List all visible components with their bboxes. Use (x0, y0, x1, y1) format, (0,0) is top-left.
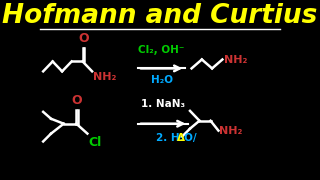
Text: NH₂: NH₂ (93, 72, 116, 82)
Text: 1. NaN₃: 1. NaN₃ (141, 99, 185, 109)
Text: Δ: Δ (177, 133, 185, 143)
Text: Cl₂, OH⁻: Cl₂, OH⁻ (138, 45, 185, 55)
Text: Cl: Cl (88, 136, 101, 148)
Text: 2. H₂O/: 2. H₂O/ (156, 133, 197, 143)
Text: O: O (78, 32, 89, 45)
Text: O: O (72, 94, 83, 107)
Text: H₂O: H₂O (151, 75, 172, 85)
Text: NH₂: NH₂ (224, 55, 247, 64)
Text: NH₂: NH₂ (219, 126, 243, 136)
Text: Hofmann and Curtius: Hofmann and Curtius (2, 3, 318, 29)
